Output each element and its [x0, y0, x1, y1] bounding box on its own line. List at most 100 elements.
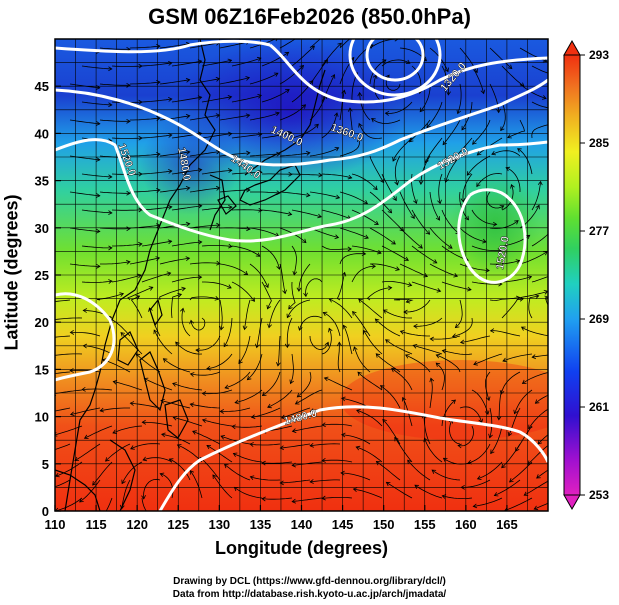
streamline-arrow [159, 472, 165, 478]
streamline [261, 281, 272, 309]
streamline-arrow [108, 66, 113, 72]
streamline [534, 502, 548, 510]
colorbar-tick-label: 261 [589, 400, 609, 414]
streamline-arrow [108, 102, 113, 108]
streamline-arrow [189, 372, 195, 377]
streamline-arrow [426, 123, 431, 129]
streamline-arrow [258, 207, 263, 213]
streamline [423, 414, 431, 445]
streamline-arrow [266, 304, 271, 310]
streamline-arrow [141, 495, 146, 500]
streamline [441, 399, 456, 427]
streamline [141, 170, 172, 175]
streamline [411, 209, 430, 235]
streamline [531, 124, 548, 139]
streamline-arrow [279, 480, 284, 486]
streamline [322, 459, 353, 463]
streamline-arrow [238, 359, 243, 365]
streamline-arrow [245, 76, 251, 81]
streamline-arrow [223, 342, 228, 348]
x-tick-label: 155 [414, 517, 436, 532]
streamline-arrow [556, 271, 560, 275]
streamline [141, 134, 172, 139]
streamline-arrow [531, 354, 537, 360]
streamline [550, 163, 558, 192]
streamline [473, 353, 503, 365]
contour-label: 1480.0 [175, 146, 193, 181]
streamline [489, 83, 500, 113]
streamline-arrow [156, 517, 160, 521]
streamline [420, 155, 431, 185]
streamline [521, 326, 548, 337]
streamline-arrow [267, 403, 272, 409]
streamline-arrow [197, 167, 203, 173]
streamline [381, 209, 404, 232]
streamline [279, 104, 306, 121]
streamline-arrow [544, 295, 548, 301]
streamline-arrow [206, 445, 211, 450]
colorbar-tick-label: 269 [589, 312, 609, 326]
streamline-arrow [588, 102, 592, 106]
streamline [201, 206, 232, 211]
colorbar-tick-label: 285 [589, 136, 609, 150]
streamline-arrow [55, 507, 59, 511]
streamline [268, 299, 281, 328]
streamline-arrow [276, 265, 281, 270]
streamline [171, 205, 202, 211]
streamline [83, 345, 113, 355]
streamline [519, 290, 548, 301]
colorbar-tick-label: 293 [589, 48, 609, 62]
streamline [171, 293, 182, 319]
streamline-arrow [337, 42, 342, 48]
streamline-arrow [167, 204, 173, 210]
streamline [429, 191, 440, 221]
streamline [105, 497, 113, 511]
streamline [310, 443, 341, 447]
x-axis-ticks: 110 115 120 125 130 135 140 145 150 155 160 165 [45, 505, 518, 532]
streamline [202, 419, 233, 427]
streamline [352, 311, 371, 337]
streamline [249, 153, 280, 157]
streamline [99, 47, 130, 50]
streamline [507, 119, 525, 138]
streamline-arrow [74, 456, 79, 461]
streamline [321, 173, 352, 179]
streamline-arrow [329, 29, 333, 33]
streamline-arrow [189, 469, 195, 475]
streamline [195, 335, 221, 351]
streamline-arrow [340, 470, 345, 476]
streamline [353, 346, 371, 373]
streamline [531, 101, 548, 109]
x-tick-label: 135 [250, 517, 272, 532]
streamline [159, 79, 190, 85]
streamline [233, 453, 263, 463]
streamline [202, 281, 232, 289]
streamline-arrow [442, 457, 448, 463]
streamline [381, 281, 412, 286]
streamline-arrow [197, 59, 203, 65]
streamline [159, 151, 190, 157]
streamline-arrow [41, 450, 45, 454]
streamline-arrow [374, 318, 380, 324]
streamline-arrow [556, 74, 560, 78]
streamline [121, 479, 131, 509]
streamline-arrow [492, 221, 498, 227]
streamline [159, 287, 186, 301]
streamline [160, 400, 191, 409]
streamline [96, 293, 124, 301]
streamline [261, 209, 292, 215]
streamline [351, 173, 378, 190]
streamline-arrow [341, 432, 346, 438]
streamline-arrow [357, 371, 362, 377]
streamline-arrow [444, 178, 449, 183]
streamline-arrow [385, 481, 391, 487]
streamline [277, 335, 281, 366]
streamline [489, 407, 493, 438]
streamline [69, 191, 100, 197]
streamline-arrow [534, 294, 540, 299]
streamline-arrow [126, 259, 131, 265]
streamline-arrow [81, 386, 86, 392]
streamline-arrow [92, 480, 97, 486]
streamline [279, 65, 304, 85]
streamline-arrow [413, 323, 418, 329]
